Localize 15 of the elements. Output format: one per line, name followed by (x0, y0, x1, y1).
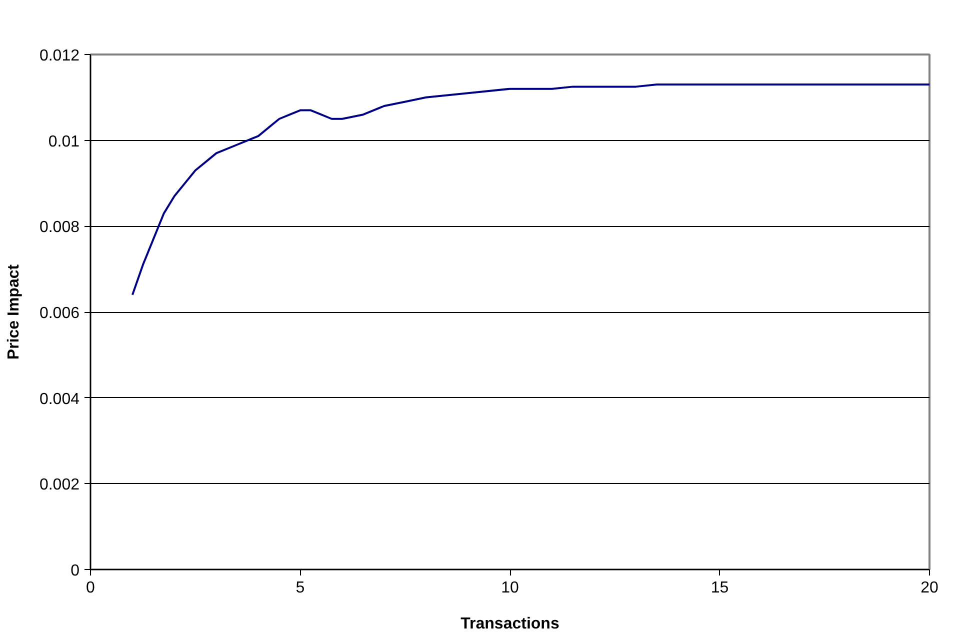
x-tick-label: 15 (710, 580, 729, 596)
x-tick-label: 0 (86, 580, 96, 596)
line-series (131, 84, 930, 296)
x-axis-title: Transactions (460, 616, 560, 632)
x-tick-label: 10 (501, 580, 519, 596)
y-axis-title: Price Impact (5, 264, 22, 360)
y-tick-label: 0.002 (39, 476, 80, 494)
x-tick-label: 5 (296, 580, 305, 596)
y-tick-label: 0.004 (39, 390, 80, 408)
y-tick-label: 0.008 (39, 219, 80, 236)
y-tick-label: 0.006 (39, 305, 80, 322)
y-tick-label: 0.012 (39, 48, 80, 64)
text: 0 (70, 562, 80, 580)
x-tick-label: 20 (920, 580, 938, 596)
y-tick-label: 0.01 (48, 133, 80, 150)
